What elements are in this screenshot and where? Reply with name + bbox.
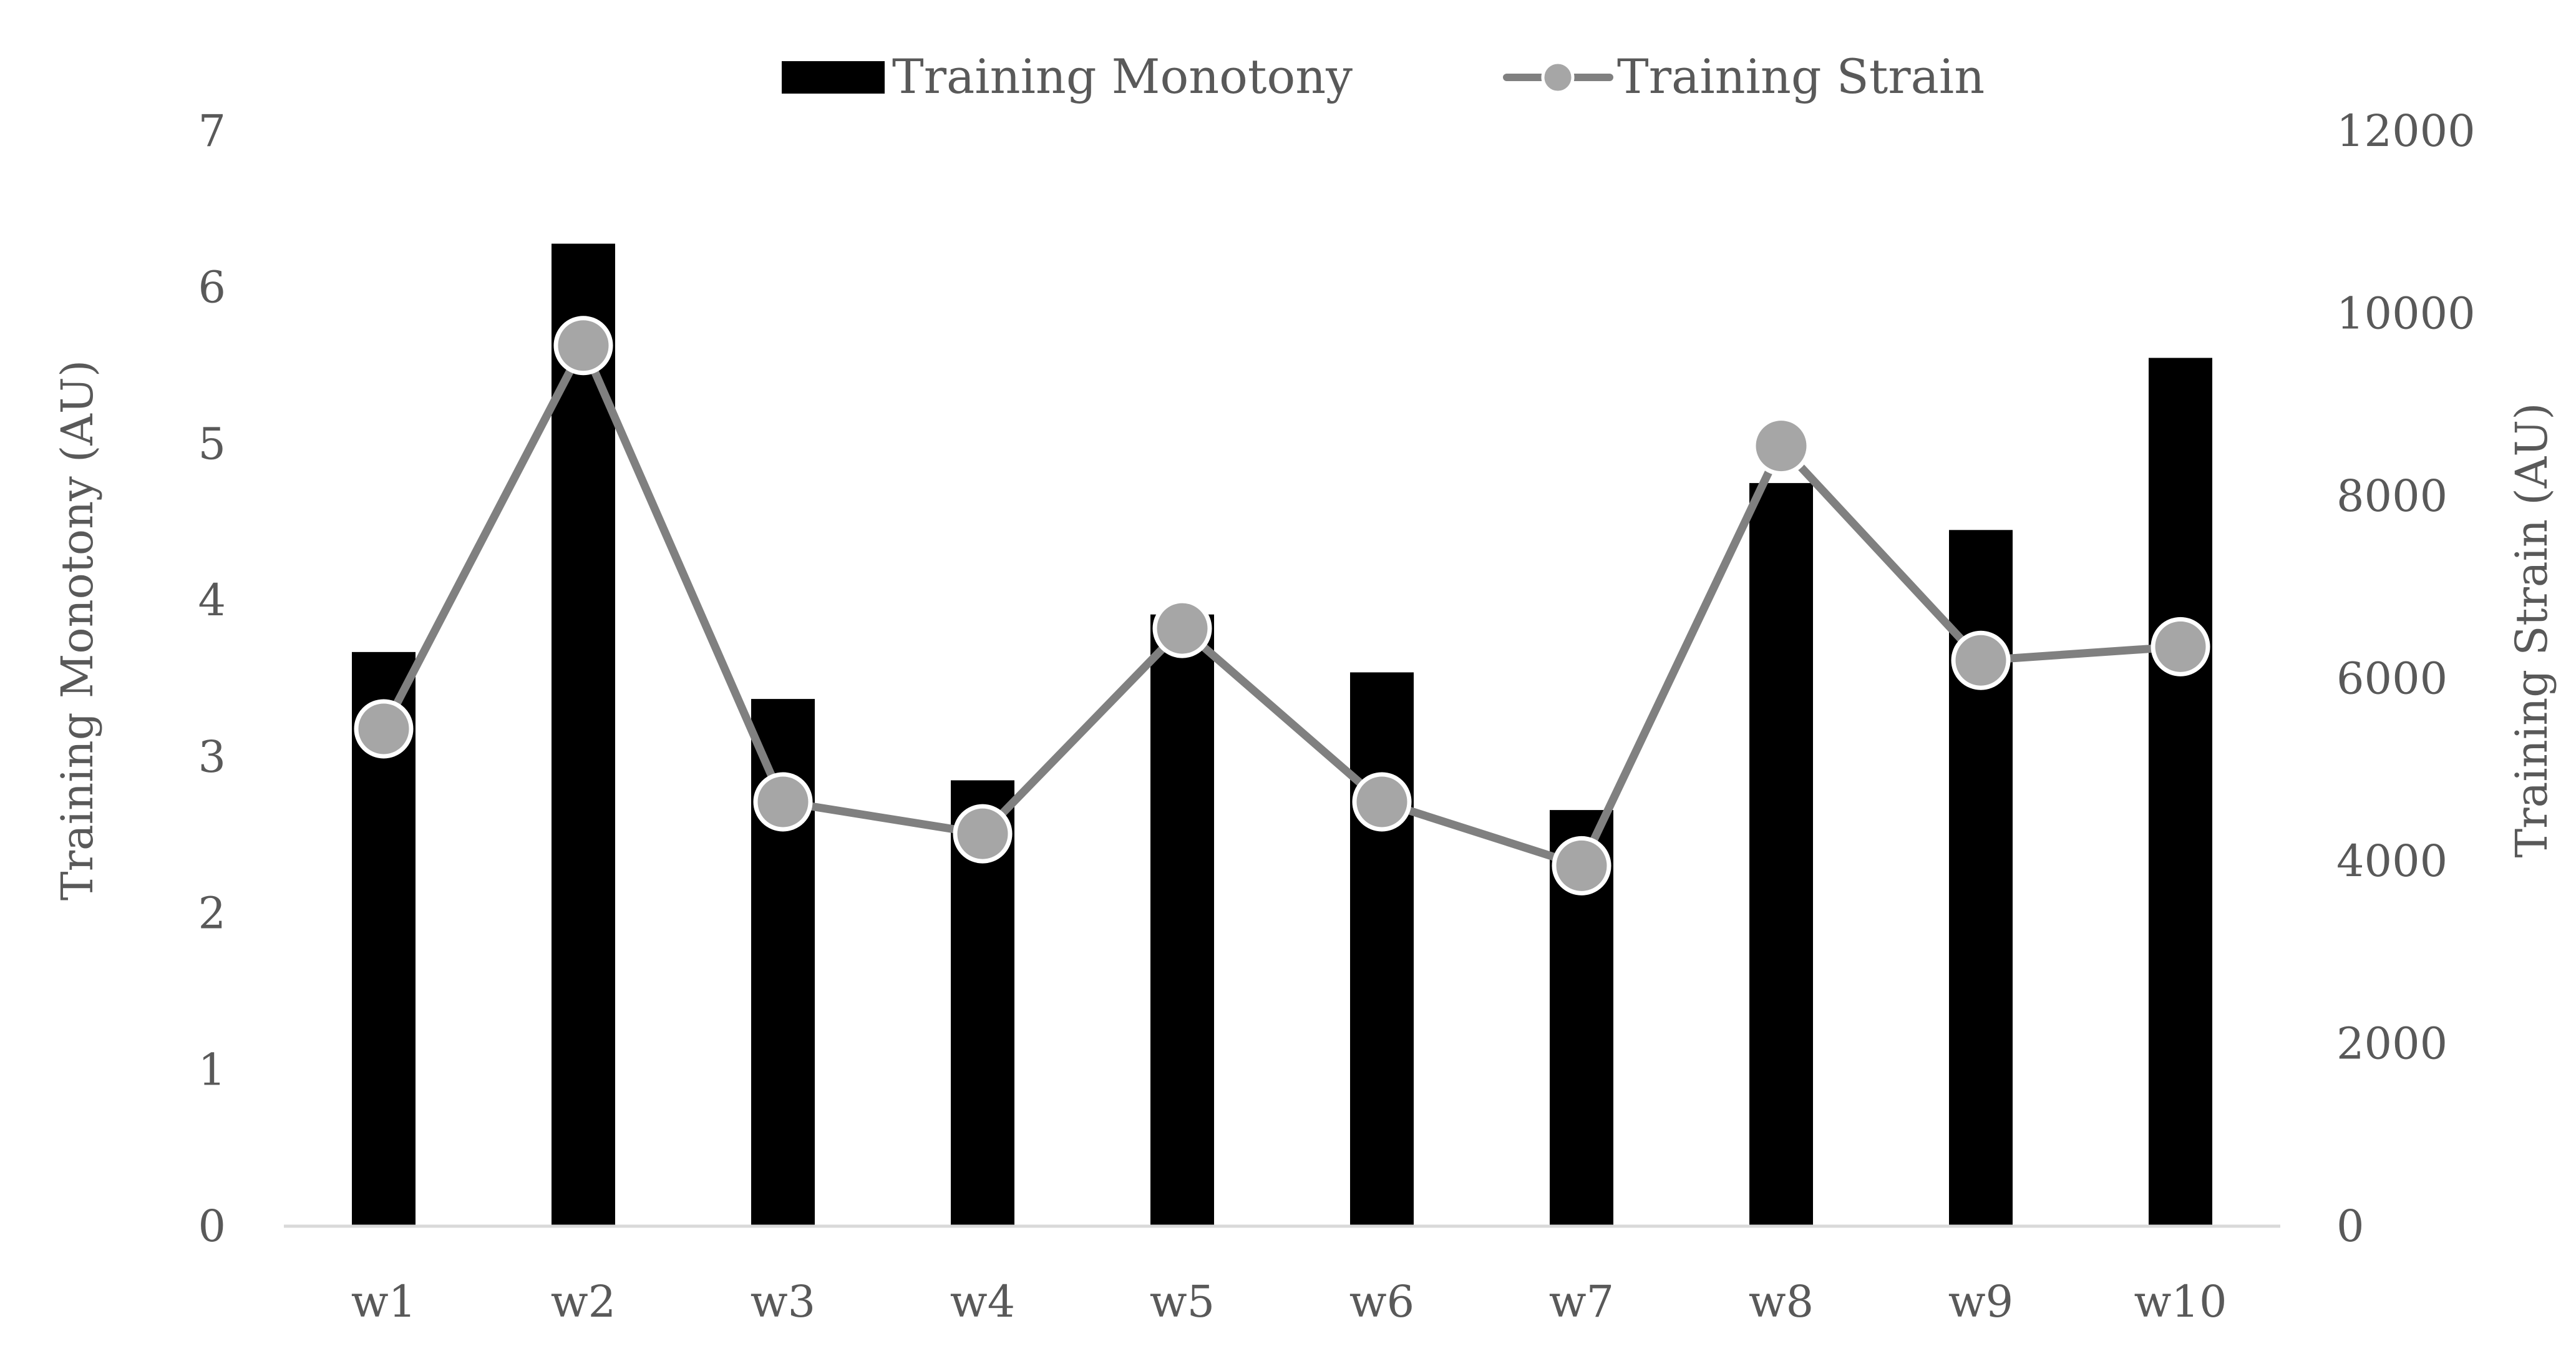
x-axis-ticks: w1 w2 w3 w4 w5 w6 w7 w8 w9 w10 [351,1276,2227,1327]
right-tick-label: 0 [2336,1201,2365,1252]
x-tick-label: w3 [751,1276,815,1327]
x-tick-label: w10 [2134,1276,2227,1327]
legend: Training Monotony Training Strain [782,49,1985,104]
monotony-bar [552,243,615,1226]
x-tick-label: w5 [1150,1276,1215,1327]
legend-label-strain: Training Strain [1617,49,1985,104]
strain-line [380,341,2181,870]
right-axis-ticks: 0 2000 4000 6000 8000 10000 12000 [2336,105,2476,1252]
left-tick-label: 4 [198,575,226,626]
left-tick-label: 6 [198,262,226,313]
left-axis-ticks: 0 1 2 3 4 5 6 7 [198,105,226,1252]
strain-point [354,699,414,759]
monotony-bars [352,243,2212,1227]
legend-bar-swatch [782,61,885,94]
left-tick-label: 7 [198,105,226,157]
y-axis-title: Training Monotony (AU) [52,360,103,900]
left-tick-label: 1 [198,1044,226,1095]
x-tick-label: w4 [950,1276,1015,1327]
legend-marker-swatch [1541,61,1575,94]
strain-point [553,316,613,376]
strain-point [1152,598,1212,658]
right-tick-label: 2000 [2336,1018,2447,1070]
strain-point [1951,630,2011,690]
monotony-bar [1749,483,1813,1226]
left-tick-label: 0 [198,1201,226,1252]
strain-point [2151,617,2210,676]
right-tick-label: 8000 [2336,471,2447,522]
x-tick-label: w7 [1549,1276,1614,1327]
strain-point [753,772,813,832]
x-tick-label: w6 [1349,1276,1414,1327]
strain-markers [354,316,2210,895]
x-tick-label: w9 [1948,1276,2013,1327]
left-tick-label: 5 [198,418,226,469]
strain-point [1552,836,1611,895]
strain-point [953,804,1013,864]
left-tick-label: 2 [198,888,226,939]
right-tick-label: 6000 [2336,653,2447,705]
right-tick-label: 10000 [2336,288,2476,339]
monotony-bar [1350,672,1414,1226]
legend-label-monotony: Training Monotony [892,49,1353,104]
right-tick-label: 4000 [2336,836,2447,887]
x-tick-label: w2 [551,1276,616,1327]
monotony-bar [1150,614,1214,1226]
x-tick-label: w8 [1749,1276,1814,1327]
left-tick-label: 3 [198,731,226,783]
strain-point [1352,772,1412,832]
right-tick-label: 12000 [2336,105,2476,157]
y2-axis-title: Training Strain (AU) [2506,402,2557,857]
strain-point [1751,416,1811,476]
monotony-bar [2149,358,2212,1227]
x-tick-label: w1 [351,1276,416,1327]
